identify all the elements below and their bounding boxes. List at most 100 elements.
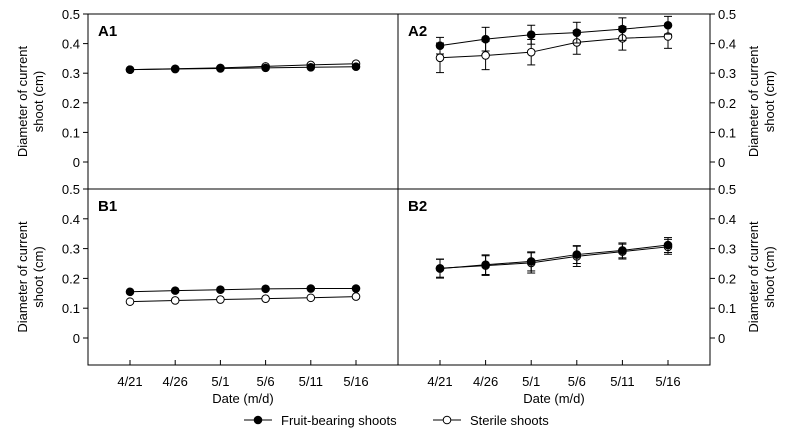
x-tick-label-b2: 5/11 — [610, 374, 634, 389]
series-line-sterile — [439, 246, 669, 269]
data-point-fruit — [306, 284, 316, 293]
series-fruit-a1 — [125, 62, 361, 74]
y-axis-title-line: shoot (cm) — [31, 71, 46, 132]
data-point-fruit — [435, 264, 445, 273]
series-line-fruit — [129, 288, 356, 293]
series-line-fruit — [129, 66, 357, 71]
y-tick-label-b2: 0 — [718, 331, 725, 346]
data-point-fruit — [125, 65, 135, 74]
y-tick-label-b1: 0.5 — [62, 182, 80, 197]
data-point-fruit — [618, 24, 627, 34]
legend-fruit-label: Fruit-bearing shoots — [281, 413, 397, 428]
panel-label-a2: A2 — [408, 23, 427, 40]
data-point-sterile — [526, 47, 536, 57]
series-fruit-b2 — [435, 237, 673, 279]
series-line-fruit — [439, 24, 669, 47]
data-point-sterile — [481, 51, 490, 60]
data-point-fruit — [663, 240, 673, 250]
panel-frame-a2 — [397, 13, 711, 190]
series-line-sterile — [129, 296, 357, 303]
data-point-fruit — [216, 64, 225, 73]
y-tick-label-a1: 0.3 — [62, 66, 80, 81]
data-point-sterile — [125, 297, 135, 306]
y-axis-title-b1: Diameter of currentshoot (cm) — [15, 221, 46, 333]
x-axis-title-b2: Date (m/d) — [523, 391, 584, 406]
data-point-fruit — [170, 64, 180, 74]
y-tick-label-b1: 0.4 — [62, 212, 80, 227]
x-tick-label-b1: 4/26 — [163, 374, 188, 389]
y-tick-label-b2: 0.2 — [718, 271, 736, 286]
data-point-fruit — [481, 260, 490, 269]
x-tick-label-b2: 5/6 — [568, 374, 586, 389]
data-point-fruit — [125, 287, 135, 297]
y-axis-title-line: Diameter of current — [15, 221, 30, 333]
data-point-fruit — [351, 284, 361, 293]
panel-b1: B1 0 0.1 0.2 0.3 0.4 0.5 Diameter of currentsho… — [15, 182, 399, 406]
y-tick-label-b1: 0.3 — [62, 242, 80, 257]
data-point-fruit — [572, 250, 582, 259]
x-tick-label-b2: 4/21 — [427, 374, 452, 389]
x-tick-label-b2: 4/26 — [473, 374, 498, 389]
panel-frame-b2 — [397, 188, 711, 366]
data-point-sterile — [216, 295, 225, 304]
y-tick-label-a1: 0.4 — [62, 37, 80, 52]
data-point-fruit — [306, 62, 316, 72]
y-axis-title-a2: Diameter of currentshoot (cm) — [746, 45, 777, 157]
y-axis-title-a1: Diameter of currentshoot (cm) — [15, 45, 46, 157]
data-point-fruit — [261, 284, 270, 294]
x-tick-label-b1: 5/1 — [211, 374, 229, 389]
data-point-fruit — [526, 257, 536, 266]
data-point-fruit — [618, 246, 627, 255]
y-tick-label-a2: 0 — [718, 155, 725, 170]
y-tick-label-a1: 0.1 — [62, 125, 80, 140]
x-tick-label-b1: 5/11 — [299, 374, 323, 389]
panel-label-b1: B1 — [98, 198, 117, 215]
panel-a1: A1 0 0.1 0.2 0.3 0.4 0.5 Diameter of currentsho… — [15, 7, 399, 190]
y-axis-title-line: Diameter of current — [15, 45, 30, 157]
data-point-fruit — [481, 34, 490, 44]
y-tick-label-a2: 0.1 — [718, 125, 736, 140]
data-point-sterile — [351, 292, 361, 301]
panel-frame-a1 — [87, 13, 399, 190]
data-point-fruit — [526, 30, 536, 40]
series-fruit-b1 — [125, 284, 361, 297]
panel-label-b2: B2 — [408, 198, 427, 215]
y-tick-label-b1: 0.2 — [62, 271, 80, 286]
y-tick-label-a1: 0 — [73, 155, 80, 170]
y-tick-label-b2: 0.4 — [718, 212, 736, 227]
y-tick-label-a2: 0.4 — [718, 37, 736, 52]
x-tick-label-b1: 5/16 — [343, 374, 368, 389]
y-tick-label-a2: 0.2 — [718, 96, 736, 111]
y-tick-label-a1: 0.5 — [62, 7, 80, 22]
y-axis-title-line: shoot (cm) — [762, 71, 777, 132]
data-point-fruit — [216, 285, 225, 295]
x-axis-title-b1: Date (m/d) — [212, 391, 273, 406]
legend: Fruit-bearing shoots Sterile shoots — [244, 413, 549, 428]
legend-fruit-marker — [253, 415, 263, 425]
data-point-fruit — [170, 286, 180, 295]
data-point-fruit — [261, 63, 270, 73]
data-point-sterile — [306, 293, 316, 303]
data-point-sterile — [435, 53, 445, 63]
y-axis-title-line: Diameter of current — [746, 45, 761, 157]
series-sterile-a2 — [435, 24, 673, 74]
panel-label-a1: A1 — [98, 23, 117, 40]
y-axis-title-line: Diameter of current — [746, 221, 761, 333]
panel-b2: B2 0 0.1 0.2 0.3 0.4 0.5 Diameter of currentsho… — [397, 182, 777, 406]
panel-a2: A2 0 0.1 0.2 0.3 0.4 0.5 Diameter of currentsho… — [397, 7, 777, 190]
data-point-fruit — [435, 41, 445, 50]
y-tick-label-a1: 0.2 — [62, 96, 80, 111]
y-tick-label-a2: 0.3 — [718, 66, 736, 81]
data-point-sterile — [170, 296, 180, 305]
x-tick-label-b1: 4/21 — [117, 374, 142, 389]
y-tick-label-a2: 0.5 — [718, 7, 736, 22]
series-sterile-b1 — [125, 292, 361, 306]
x-tick-label-b1: 5/6 — [257, 374, 275, 389]
y-tick-label-b2: 0.5 — [718, 182, 736, 197]
y-axis-title-line: shoot (cm) — [31, 246, 46, 307]
x-tick-label-b2: 5/16 — [655, 374, 680, 389]
y-tick-label-b1: 0.1 — [62, 301, 80, 316]
y-axis-title-b2: Diameter of currentshoot (cm) — [746, 221, 777, 333]
